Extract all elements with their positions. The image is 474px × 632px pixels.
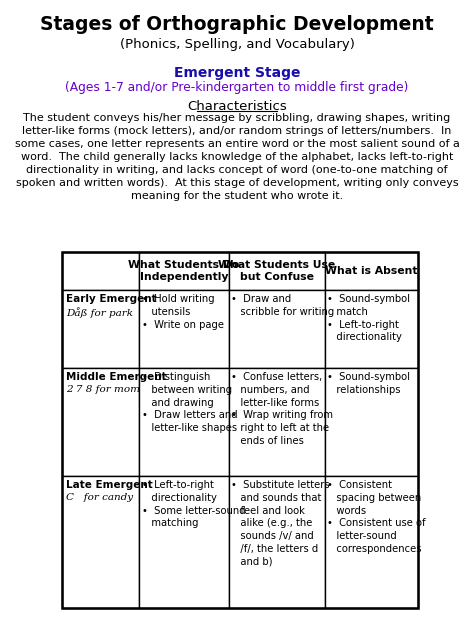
Text: •  Consistent
   spacing between
   words
•  Consistent use of
   letter-sound
 : • Consistent spacing between words • Con…: [328, 480, 426, 554]
Bar: [139, 368, 228, 476]
Bar: [325, 476, 418, 608]
Text: •  Left-to-right
   directionality
•  Some letter-sound
   matching: • Left-to-right directionality • Some le…: [142, 480, 245, 528]
Text: (Ages 1-7 and/or Pre-kindergarten to middle first grade): (Ages 1-7 and/or Pre-kindergarten to mid…: [65, 81, 409, 94]
Bar: [139, 252, 228, 290]
Bar: [228, 368, 325, 476]
Bar: [139, 290, 228, 368]
Text: •  Sound-symbol
   relationships: • Sound-symbol relationships: [328, 372, 410, 395]
Text: •  Substitute letters
   and sounds that
   feel and look
   alike (e.g., the
  : • Substitute letters and sounds that fee…: [231, 480, 330, 567]
Text: Early Emergent: Early Emergent: [65, 294, 156, 304]
Text: Emergent Stage: Emergent Stage: [174, 66, 300, 80]
Text: 2 7 8 for mom: 2 7 8 for mom: [66, 385, 140, 394]
Bar: [139, 476, 228, 608]
Text: Stages of Orthographic Development: Stages of Orthographic Development: [40, 15, 434, 34]
Text: What Students Do
Independently: What Students Do Independently: [128, 260, 239, 283]
Text: The student conveys his/her message by scribbling, drawing shapes, writing
lette: The student conveys his/her message by s…: [15, 113, 459, 201]
Text: •  Distinguish
   between writing
   and drawing
•  Draw letters and
   letter-l: • Distinguish between writing and drawin…: [142, 372, 237, 433]
Bar: [62, 476, 139, 608]
Text: Late Emergent: Late Emergent: [65, 480, 152, 490]
Text: Characteristics: Characteristics: [187, 100, 287, 113]
Bar: [325, 252, 418, 290]
Bar: [228, 476, 325, 608]
Text: Middle Emergent: Middle Emergent: [65, 372, 166, 382]
Bar: [325, 290, 418, 368]
Bar: [325, 368, 418, 476]
Bar: [62, 252, 139, 290]
Text: (Phonics, Spelling, and Vocabulary): (Phonics, Spelling, and Vocabulary): [119, 38, 355, 51]
Bar: [62, 252, 418, 608]
Text: •  Hold writing
   utensils
•  Write on page: • Hold writing utensils • Write on page: [142, 294, 224, 330]
Text: •  Confuse letters,
   numbers, and
   letter-like forms
•  Wrap writing from
  : • Confuse letters, numbers, and letter-l…: [231, 372, 333, 446]
Bar: [62, 368, 139, 476]
Text: What is Absent: What is Absent: [325, 266, 418, 276]
Text: •  Draw and
   scribble for writing: • Draw and scribble for writing: [231, 294, 334, 317]
Bar: [228, 290, 325, 368]
Bar: [62, 290, 139, 368]
Text: •  Sound-symbol
   match
•  Left-to-right
   directionality: • Sound-symbol match • Left-to-right dir…: [328, 294, 410, 343]
Text: What Students Use
but Confuse: What Students Use but Confuse: [218, 260, 336, 283]
Text: Dåß for park: Dåß for park: [66, 307, 133, 318]
Text: C   for candy: C for candy: [66, 493, 134, 502]
Bar: [228, 252, 325, 290]
